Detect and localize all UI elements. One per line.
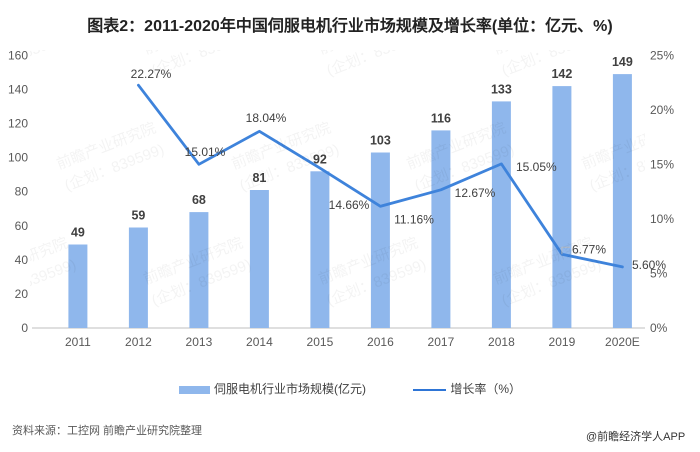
svg-text:80: 80 — [15, 185, 29, 199]
svg-text:2016: 2016 — [367, 335, 394, 349]
svg-text:2019: 2019 — [549, 335, 576, 349]
svg-text:2013: 2013 — [186, 335, 213, 349]
svg-text:20: 20 — [15, 287, 29, 301]
svg-text:2020E: 2020E — [605, 335, 640, 349]
svg-text:120: 120 — [8, 117, 28, 131]
svg-text:10%: 10% — [650, 212, 674, 226]
svg-text:160: 160 — [8, 48, 28, 62]
svg-text:25%: 25% — [650, 48, 674, 62]
svg-text:2011: 2011 — [65, 335, 91, 349]
svg-text:0%: 0% — [650, 321, 668, 335]
svg-text:140: 140 — [8, 83, 28, 97]
svg-text:100: 100 — [8, 151, 28, 165]
svg-text:40: 40 — [15, 253, 29, 267]
svg-text:0: 0 — [21, 321, 28, 335]
svg-text:2015: 2015 — [307, 335, 334, 349]
svg-text:2018: 2018 — [488, 335, 515, 349]
svg-text:2014: 2014 — [246, 335, 273, 349]
svg-text:60: 60 — [15, 219, 29, 233]
svg-text:15%: 15% — [650, 157, 674, 171]
svg-text:2017: 2017 — [428, 335, 455, 349]
svg-text:2012: 2012 — [125, 335, 152, 349]
svg-text:20%: 20% — [650, 103, 674, 117]
